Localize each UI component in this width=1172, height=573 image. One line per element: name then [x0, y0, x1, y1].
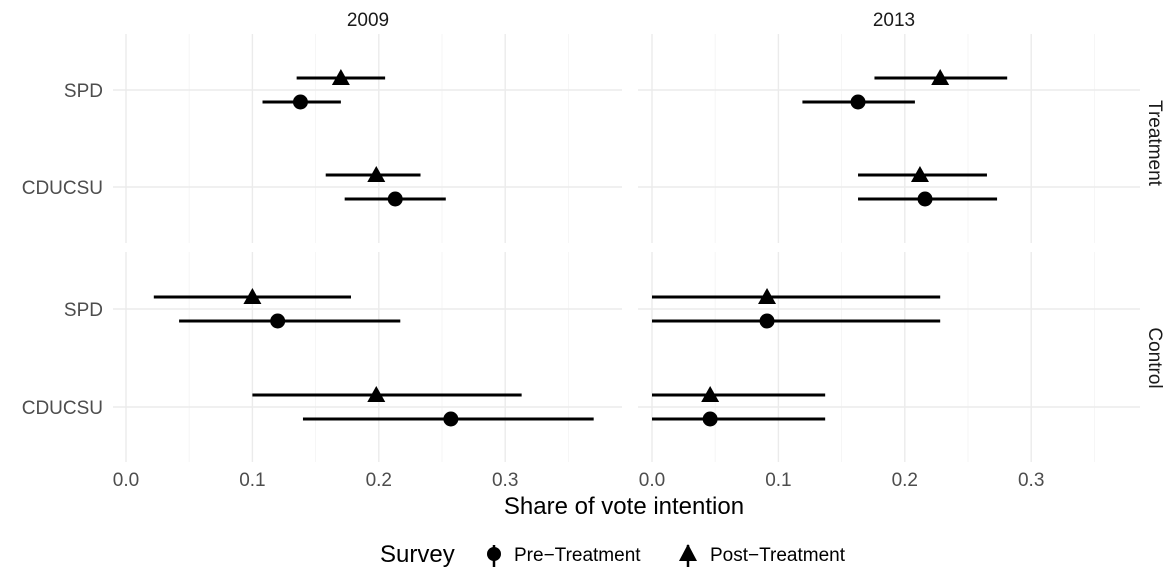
- legend-item-pre-treatment: Pre−Treatment: [487, 545, 641, 567]
- legend-key-triangle-icon: [679, 544, 697, 561]
- x-tick-label: 0.1: [239, 470, 265, 491]
- x-tick-label: 0.2: [892, 470, 918, 491]
- circle-marker: [292, 94, 308, 110]
- strip-label-2013: 2013: [873, 10, 915, 31]
- x-tick-label: 0.3: [492, 470, 518, 491]
- circle-marker: [387, 191, 403, 207]
- strip-label-control: Control: [1144, 327, 1165, 388]
- point-2009-treatment-cducsu-post: [325, 166, 421, 182]
- row-strips: Treatment Control: [1144, 100, 1165, 389]
- point-2013-treatment-cducsu-post: [858, 166, 987, 182]
- legend: Survey Pre−Treatment Post−Treatment: [380, 541, 846, 568]
- circle-marker: [850, 94, 866, 110]
- point-2009-treatment-cducsu-pre: [344, 191, 446, 207]
- column-strips: 2009 2013: [347, 10, 915, 31]
- y-tick-label-cducsu: CDUCSU: [22, 178, 103, 199]
- circle-marker: [270, 313, 286, 329]
- point-2009-control-spd-post: [153, 288, 351, 304]
- triangle-marker: [701, 386, 720, 402]
- point-2013-treatment-spd-post: [874, 69, 1008, 85]
- point-2009-treatment-spd-pre: [262, 94, 341, 110]
- triangle-marker: [367, 386, 386, 402]
- triangle-marker: [243, 288, 262, 304]
- circle-marker: [759, 313, 775, 329]
- triangle-marker: [367, 166, 386, 182]
- circle-marker: [917, 191, 933, 207]
- point-2013-control-spd-pre: [652, 313, 941, 329]
- x-tick-label: 0.1: [765, 470, 791, 491]
- axis-layer: SPD CDUCSU SPD CDUCSU 0.0 0.1 0.2 0.3 0.0 0.1 0.2 0…: [22, 81, 1045, 491]
- point-2013-treatment-spd-pre: [802, 94, 915, 110]
- x-tick-label: 0.2: [366, 470, 392, 491]
- x-tick-label: 0.0: [113, 470, 139, 491]
- strip-label-treatment: Treatment: [1144, 100, 1165, 187]
- marks-layer: [153, 69, 1008, 427]
- x-tick-label: 0.3: [1018, 470, 1044, 491]
- grid-layer: [113, 34, 1140, 462]
- triangle-marker: [931, 69, 950, 85]
- point-2013-control-cducsu-pre: [652, 411, 826, 427]
- x-axis-label: Share of vote intention: [504, 493, 744, 520]
- legend-label-pre-treatment: Pre−Treatment: [514, 545, 641, 566]
- point-2009-control-spd-pre: [179, 313, 401, 329]
- circle-marker: [443, 411, 459, 427]
- triangle-marker: [910, 166, 929, 182]
- legend-item-post-treatment: Post−Treatment: [679, 544, 846, 567]
- triangle-marker: [331, 69, 350, 85]
- x-tick-label: 0.0: [639, 470, 665, 491]
- legend-label-post-treatment: Post−Treatment: [710, 545, 846, 566]
- point-2009-control-cducsu-pre: [302, 411, 594, 427]
- y-tick-label-spd: SPD: [64, 81, 103, 102]
- circle-marker: [702, 411, 718, 427]
- legend-title: Survey: [380, 541, 455, 568]
- legend-key-circle-icon: [487, 547, 501, 561]
- point-2009-treatment-spd-post: [296, 69, 386, 85]
- point-2013-control-cducsu-post: [652, 386, 826, 402]
- triangle-marker: [758, 288, 777, 304]
- strip-label-2009: 2009: [347, 10, 389, 31]
- point-2013-control-spd-post: [652, 288, 941, 304]
- point-2013-treatment-cducsu-pre: [858, 191, 998, 207]
- y-tick-label-spd: SPD: [64, 300, 103, 321]
- y-tick-label-cducsu: CDUCSU: [22, 398, 103, 419]
- point-2009-control-cducsu-post: [252, 386, 522, 402]
